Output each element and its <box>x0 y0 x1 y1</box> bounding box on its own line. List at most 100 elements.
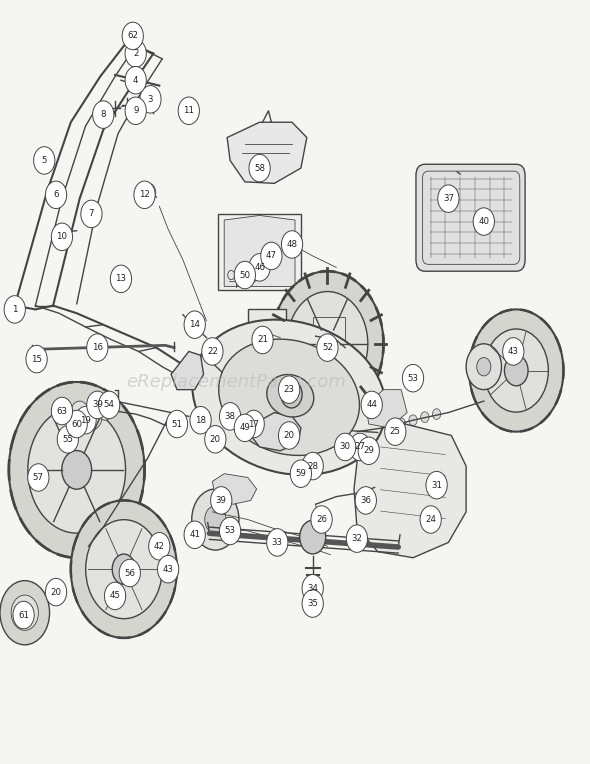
Circle shape <box>158 555 179 583</box>
Text: 59: 59 <box>296 469 306 478</box>
Text: 41: 41 <box>189 530 200 539</box>
Circle shape <box>432 409 441 419</box>
Circle shape <box>315 328 340 360</box>
Circle shape <box>45 578 67 606</box>
Circle shape <box>13 601 34 629</box>
Text: 27: 27 <box>355 442 365 452</box>
Text: 10: 10 <box>57 232 67 241</box>
Circle shape <box>409 415 417 426</box>
Circle shape <box>104 582 126 610</box>
Text: 60: 60 <box>71 419 82 429</box>
Text: 22: 22 <box>207 347 218 356</box>
Circle shape <box>125 40 146 67</box>
Text: 40: 40 <box>478 217 489 226</box>
Circle shape <box>421 412 429 422</box>
Circle shape <box>290 460 312 487</box>
Text: 2: 2 <box>133 49 139 58</box>
Text: 57: 57 <box>33 473 44 482</box>
Text: 4: 4 <box>133 76 139 85</box>
Circle shape <box>311 506 332 533</box>
Text: 52: 52 <box>322 343 333 352</box>
Circle shape <box>122 22 143 50</box>
Circle shape <box>504 355 528 386</box>
Text: 42: 42 <box>154 542 165 551</box>
Bar <box>313 317 345 351</box>
Circle shape <box>71 401 88 424</box>
Circle shape <box>355 487 376 514</box>
Text: 39: 39 <box>92 400 103 410</box>
FancyBboxPatch shape <box>416 164 525 271</box>
Polygon shape <box>227 122 307 183</box>
Circle shape <box>278 376 300 403</box>
Text: 20: 20 <box>51 588 61 597</box>
Circle shape <box>87 334 108 361</box>
Text: 48: 48 <box>287 240 297 249</box>
Text: 12: 12 <box>139 190 150 199</box>
Circle shape <box>438 185 459 212</box>
Circle shape <box>149 533 170 560</box>
Circle shape <box>281 231 303 258</box>
Bar <box>218 214 301 290</box>
Circle shape <box>278 422 300 449</box>
Text: 7: 7 <box>88 209 94 219</box>
Circle shape <box>484 329 548 412</box>
Text: 37: 37 <box>443 194 454 203</box>
Text: 9: 9 <box>133 106 139 115</box>
Polygon shape <box>366 390 407 428</box>
Text: 19: 19 <box>80 416 91 425</box>
Ellipse shape <box>267 374 314 417</box>
Circle shape <box>192 489 239 550</box>
Circle shape <box>9 382 145 558</box>
Text: 58: 58 <box>254 163 265 173</box>
Circle shape <box>469 309 563 432</box>
Circle shape <box>202 338 223 365</box>
Circle shape <box>211 487 232 514</box>
Text: 24: 24 <box>425 515 436 524</box>
Circle shape <box>219 403 241 430</box>
Text: 61: 61 <box>18 610 29 620</box>
Circle shape <box>4 296 25 323</box>
Circle shape <box>205 506 226 533</box>
Text: 39: 39 <box>216 496 227 505</box>
Circle shape <box>271 271 384 416</box>
Text: 20: 20 <box>210 435 221 444</box>
Circle shape <box>140 86 161 113</box>
Polygon shape <box>251 413 301 451</box>
Circle shape <box>75 406 96 434</box>
Bar <box>248 309 286 361</box>
Text: 33: 33 <box>272 538 283 547</box>
Circle shape <box>71 500 177 638</box>
Circle shape <box>125 97 146 125</box>
Text: 43: 43 <box>163 565 173 574</box>
Text: 63: 63 <box>57 406 67 416</box>
Polygon shape <box>212 474 257 504</box>
Circle shape <box>184 311 205 338</box>
Text: 53: 53 <box>225 526 235 536</box>
Text: 38: 38 <box>225 412 235 421</box>
Text: 14: 14 <box>189 320 200 329</box>
Circle shape <box>0 581 50 645</box>
Circle shape <box>81 200 102 228</box>
Circle shape <box>99 391 120 419</box>
Circle shape <box>302 590 323 617</box>
Text: 46: 46 <box>254 263 265 272</box>
Text: 13: 13 <box>116 274 126 283</box>
Circle shape <box>346 525 368 552</box>
Circle shape <box>358 437 379 465</box>
Circle shape <box>243 410 264 438</box>
Circle shape <box>166 410 188 438</box>
Circle shape <box>300 520 326 554</box>
Text: 30: 30 <box>340 442 350 452</box>
Circle shape <box>335 433 356 461</box>
Circle shape <box>385 421 394 432</box>
Circle shape <box>281 380 302 408</box>
Circle shape <box>252 326 273 354</box>
Circle shape <box>477 358 491 376</box>
Circle shape <box>51 223 73 251</box>
Text: 53: 53 <box>408 374 418 383</box>
Circle shape <box>261 242 282 270</box>
Polygon shape <box>224 215 295 286</box>
Circle shape <box>234 414 255 442</box>
Circle shape <box>287 292 368 396</box>
Text: 23: 23 <box>284 385 294 394</box>
